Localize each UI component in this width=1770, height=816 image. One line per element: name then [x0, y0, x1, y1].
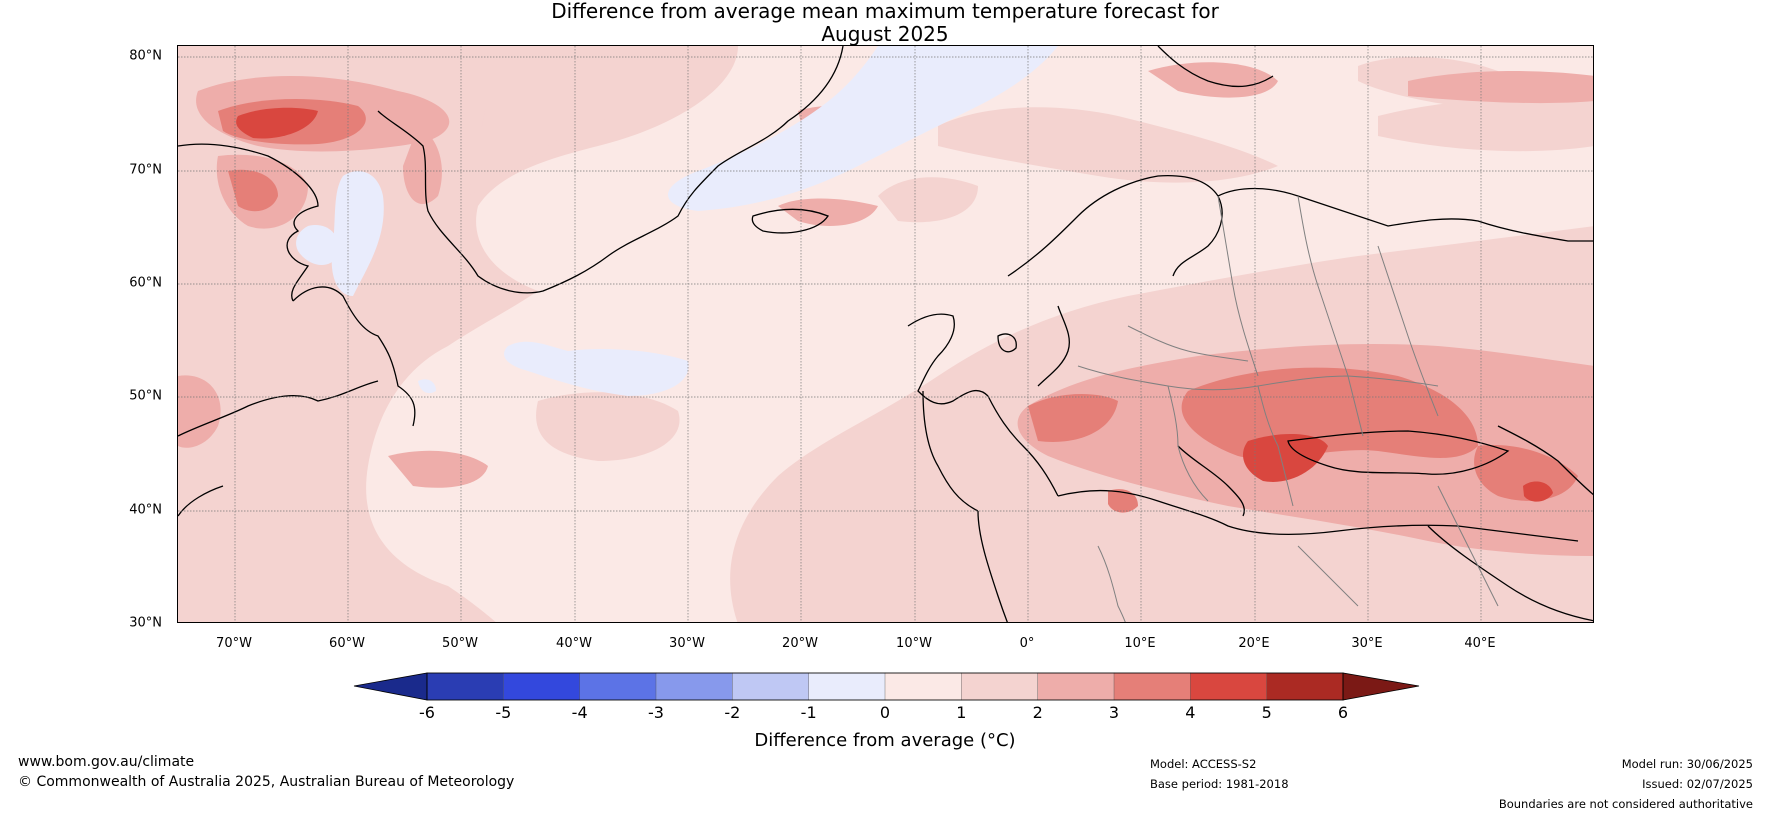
- colorbar-tick-label: 0: [879, 703, 891, 722]
- coastlines: [178, 46, 1593, 622]
- colorbar-bins: [426, 672, 1344, 701]
- chart-title: Difference from average mean maximum tem…: [0, 0, 1770, 46]
- colorbar-bin: [503, 672, 581, 701]
- country-borders: [1077, 195, 1499, 622]
- colorbar-bin: [1037, 672, 1115, 701]
- colorbar-over-arrow: [1342, 672, 1420, 701]
- colorbar-bin: [961, 672, 1039, 701]
- lon-label-20w: 20°W: [782, 636, 818, 651]
- colorbar-tick-label: -5: [495, 703, 512, 722]
- title-line-1: Difference from average mean maximum tem…: [551, 0, 1219, 23]
- lon-label-0: 0°: [1019, 636, 1035, 651]
- footer-issued: Issued: 02/07/2025: [1642, 777, 1753, 791]
- colorbar-tick-label: 3: [1108, 703, 1120, 722]
- colorbar-tick-label: 6: [1337, 703, 1349, 722]
- lon-label-50w: 50°W: [442, 636, 478, 651]
- colorbar-bin: [1190, 672, 1268, 701]
- anomaly-level-neg1: [296, 46, 1058, 396]
- colorbar-frame: [426, 672, 1344, 701]
- colorbar-tick-label: 5: [1261, 703, 1272, 722]
- lon-label-30e: 30°E: [1351, 636, 1383, 651]
- lon-label-40e: 40°E: [1464, 636, 1496, 651]
- colorbar-bin: [655, 672, 734, 701]
- lat-label-80n: 80°N: [129, 48, 162, 64]
- colorbar-bin: [1113, 672, 1192, 701]
- colorbar-bin: [808, 672, 886, 701]
- colorbar-label: Difference from average (°C): [754, 730, 1016, 751]
- footer-base-period: Base period: 1981-2018: [1150, 777, 1289, 791]
- colorbar-bin: [884, 672, 963, 701]
- lon-label-10e: 10°E: [1124, 636, 1156, 651]
- colorbar-bin: [1266, 672, 1344, 701]
- anomaly-level-4: [236, 107, 1553, 502]
- colorbar-tick-label: -4: [571, 703, 588, 722]
- lon-label-60w: 60°W: [329, 636, 365, 651]
- lon-label-10w: 10°W: [896, 636, 932, 651]
- lat-label-40n: 40°N: [129, 502, 162, 518]
- colorbar-tick-label: -2: [724, 703, 741, 722]
- colorbar-bin: [579, 672, 657, 701]
- colorbar-tick-label: 4: [1185, 703, 1196, 722]
- lat-label-60n: 60°N: [129, 275, 162, 291]
- colorbar-under-arrow: [353, 672, 428, 701]
- footer-copyright: © Commonwealth of Australia 2025, Austra…: [18, 774, 515, 790]
- colorbar-bin: [732, 672, 810, 701]
- footer-model: Model: ACCESS-S2: [1150, 757, 1257, 771]
- lon-label-30w: 30°W: [669, 636, 705, 651]
- colorbar-tick-label: 2: [1032, 703, 1043, 722]
- title-line-2: August 2025: [821, 22, 949, 46]
- lat-label-50n: 50°N: [129, 388, 162, 404]
- lon-label-40w: 40°W: [556, 636, 592, 651]
- lon-label-70w: 70°W: [216, 636, 252, 651]
- colorbar-tick-label: -1: [800, 703, 817, 722]
- colorbar-tick-label: -6: [419, 703, 435, 722]
- lat-label-30n: 30°N: [129, 615, 162, 631]
- footer-site[interactable]: www.bom.gov.au/climate: [18, 754, 195, 770]
- graticule: [178, 46, 1593, 622]
- lat-label-70n: 70°N: [129, 162, 162, 178]
- footer-boundaries: Boundaries are not considered authoritat…: [1498, 797, 1753, 811]
- footer-model-run: Model run: 30/06/2025: [1621, 757, 1753, 771]
- forecast-map: [177, 45, 1594, 623]
- colorbar-tick-label: -3: [648, 703, 664, 722]
- map-svg: [178, 46, 1593, 622]
- colorbar-bin: [426, 672, 505, 701]
- colorbar-tick-label: 1: [956, 703, 967, 722]
- lon-label-20e: 20°E: [1238, 636, 1270, 651]
- anomaly-level-3: [218, 99, 1578, 513]
